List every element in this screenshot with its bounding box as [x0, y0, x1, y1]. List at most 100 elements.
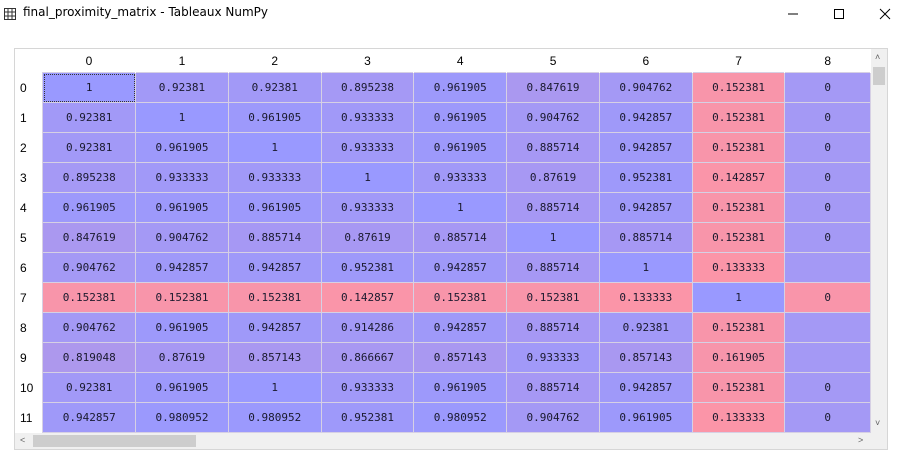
column-header[interactable]: 4 — [413, 49, 508, 73]
table-cell[interactable]: 0 — [784, 282, 871, 313]
table-cell[interactable]: 0.952381 — [320, 402, 415, 433]
table-cell[interactable]: 0 — [784, 372, 871, 403]
table-cell[interactable]: 0.152381 — [691, 312, 786, 343]
table-cell[interactable]: 0.847619 — [42, 222, 137, 253]
table-cell[interactable]: 0.87619 — [320, 222, 415, 253]
table-cell[interactable]: 0.933333 — [135, 162, 229, 193]
row-header[interactable]: 0 — [15, 72, 43, 103]
table-cell[interactable]: 0 — [784, 162, 871, 193]
table-cell[interactable]: 0.142857 — [691, 162, 786, 193]
scroll-up-icon[interactable]: ˄ — [875, 52, 881, 62]
table-cell[interactable]: 0.914286 — [320, 312, 415, 343]
table-cell[interactable]: 0.933333 — [227, 162, 322, 193]
table-cell[interactable]: 0.92381 — [42, 132, 137, 163]
table-cell[interactable]: 0.152381 — [135, 282, 229, 313]
table-cell[interactable]: 0.933333 — [320, 372, 415, 403]
table-cell[interactable]: 0.885714 — [506, 372, 600, 403]
horizontal-scrollbar[interactable]: < > — [15, 433, 871, 449]
table-cell[interactable]: 0.933333 — [320, 102, 415, 133]
table-cell[interactable]: 0.942857 — [598, 372, 693, 403]
table-cell[interactable]: 0.87619 — [135, 342, 229, 373]
row-header[interactable]: 1 — [15, 102, 43, 133]
table-cell[interactable]: 0.133333 — [691, 252, 786, 283]
table-cell[interactable]: 0.942857 — [135, 252, 229, 283]
table-cell[interactable]: 0.895238 — [320, 72, 415, 103]
table-cell[interactable]: 0.92381 — [227, 72, 322, 103]
table-cell[interactable]: 0.885714 — [598, 222, 693, 253]
table-cell[interactable]: 0.980952 — [413, 402, 508, 433]
row-header[interactable]: 2 — [15, 132, 43, 163]
table-cell[interactable]: 0 — [784, 192, 871, 223]
column-header[interactable]: 6 — [599, 49, 693, 73]
table-cell[interactable]: 0.961905 — [413, 72, 508, 103]
minimize-button[interactable] — [770, 0, 816, 28]
table-cell[interactable]: 0 — [784, 102, 871, 133]
table-cell[interactable]: 0.961905 — [598, 402, 693, 433]
table-cell[interactable]: 0.152381 — [42, 282, 137, 313]
table-cell[interactable]: 0.942857 — [227, 252, 322, 283]
table-cell[interactable]: 0.904762 — [598, 72, 693, 103]
table-cell[interactable]: 0.92381 — [42, 102, 137, 133]
table-cell[interactable]: 0.942857 — [598, 192, 693, 223]
table-cell[interactable]: 0.961905 — [227, 102, 322, 133]
table-cell[interactable]: 0.942857 — [413, 312, 508, 343]
scroll-down-icon[interactable]: ˅ — [875, 418, 881, 428]
table-cell[interactable]: 0.933333 — [413, 162, 508, 193]
table-cell[interactable]: 0.92381 — [598, 312, 693, 343]
table-cell[interactable]: 0.885714 — [506, 132, 600, 163]
table-cell[interactable]: 0.161905 — [691, 342, 786, 373]
column-header[interactable]: 5 — [506, 49, 600, 73]
table-cell[interactable]: 0.152381 — [227, 282, 322, 313]
table-cell[interactable]: 0.904762 — [506, 402, 600, 433]
table-cell[interactable]: 0.961905 — [135, 192, 229, 223]
table-cell[interactable]: 1 — [413, 192, 508, 223]
table-cell[interactable] — [784, 252, 871, 283]
table-cell[interactable]: 0.885714 — [227, 222, 322, 253]
table-cell[interactable]: 0.904762 — [42, 252, 137, 283]
table-cell[interactable]: 0.152381 — [691, 222, 786, 253]
table-cell[interactable]: 1 — [506, 222, 600, 253]
table-cell[interactable]: 0.961905 — [413, 372, 508, 403]
table-cell[interactable]: 0.942857 — [598, 132, 693, 163]
scroll-right-icon[interactable]: > — [858, 435, 864, 445]
table-cell[interactable]: 0.133333 — [691, 402, 786, 433]
table-cell[interactable]: 0 — [784, 402, 871, 433]
column-header[interactable]: 3 — [321, 49, 415, 73]
close-button[interactable] — [862, 0, 908, 28]
row-header[interactable]: 7 — [15, 282, 43, 313]
table-cell[interactable]: 0.961905 — [135, 372, 229, 403]
column-header[interactable]: 1 — [135, 49, 229, 73]
table-cell[interactable]: 0.961905 — [227, 192, 322, 223]
row-header[interactable]: 4 — [15, 192, 43, 223]
table-cell[interactable]: 0.895238 — [42, 162, 137, 193]
table-cell[interactable]: 0.857143 — [413, 342, 508, 373]
table-cell[interactable]: 0.980952 — [135, 402, 229, 433]
column-header[interactable]: 0 — [42, 49, 137, 73]
table-cell[interactable]: 0.961905 — [413, 132, 508, 163]
table-cell[interactable]: 0.142857 — [320, 282, 415, 313]
column-header[interactable]: 2 — [228, 49, 322, 73]
table-cell[interactable]: 0.904762 — [135, 222, 229, 253]
table-cell[interactable]: 0.866667 — [320, 342, 415, 373]
vertical-scrollbar[interactable]: ˄ ˅ — [871, 49, 887, 433]
table-cell[interactable]: 0.961905 — [413, 102, 508, 133]
table-cell[interactable]: 0.152381 — [691, 372, 786, 403]
vertical-scroll-thumb[interactable] — [873, 67, 885, 85]
table-cell[interactable]: 0.885714 — [506, 192, 600, 223]
table-cell[interactable]: 0.885714 — [506, 312, 600, 343]
table-cell[interactable]: 0.961905 — [42, 192, 137, 223]
table-cell[interactable]: 0.857143 — [598, 342, 693, 373]
table-cell[interactable]: 0.933333 — [320, 132, 415, 163]
scroll-left-icon[interactable]: < — [20, 435, 26, 445]
table-cell[interactable]: 0.92381 — [42, 372, 137, 403]
table-cell[interactable]: 0.942857 — [598, 102, 693, 133]
table-cell[interactable]: 0.904762 — [506, 102, 600, 133]
table-cell[interactable]: 0.133333 — [598, 282, 693, 313]
table-cell[interactable]: 0.942857 — [42, 402, 137, 433]
table-cell[interactable]: 0.952381 — [598, 162, 693, 193]
table-cell[interactable]: 0.885714 — [413, 222, 508, 253]
maximize-button[interactable] — [816, 0, 862, 28]
table-cell[interactable]: 0.980952 — [227, 402, 322, 433]
